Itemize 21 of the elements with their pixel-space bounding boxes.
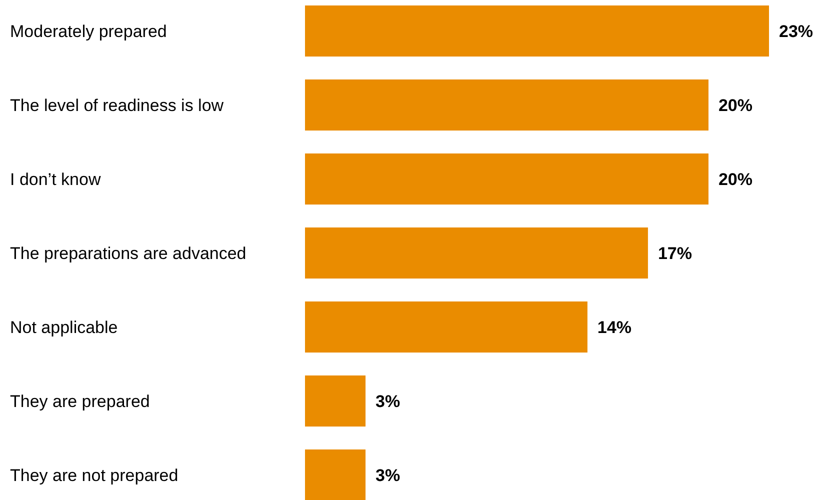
data-label: 3% — [376, 392, 400, 411]
bar — [305, 301, 588, 353]
data-label: 14% — [597, 318, 632, 337]
bar — [305, 375, 366, 427]
data-label: 23% — [779, 22, 814, 41]
y-tick-label: Moderately prepared — [10, 22, 167, 41]
data-label: 3% — [376, 466, 400, 485]
y-tick-label: Not applicable — [10, 318, 118, 337]
bar — [305, 5, 769, 57]
y-tick-label: I don’t know — [10, 170, 102, 189]
bar — [305, 227, 648, 279]
y-tick-label: The preparations are advanced — [10, 244, 246, 263]
bar — [305, 449, 366, 500]
bar — [305, 153, 708, 205]
y-tick-label: The level of readiness is low — [10, 96, 224, 115]
data-label: 20% — [718, 96, 753, 115]
data-label: 20% — [718, 170, 753, 189]
bar — [305, 79, 708, 131]
data-label: 17% — [658, 244, 692, 263]
y-tick-label: They are prepared — [10, 392, 150, 411]
y-tick-label: They are not prepared — [10, 466, 178, 485]
